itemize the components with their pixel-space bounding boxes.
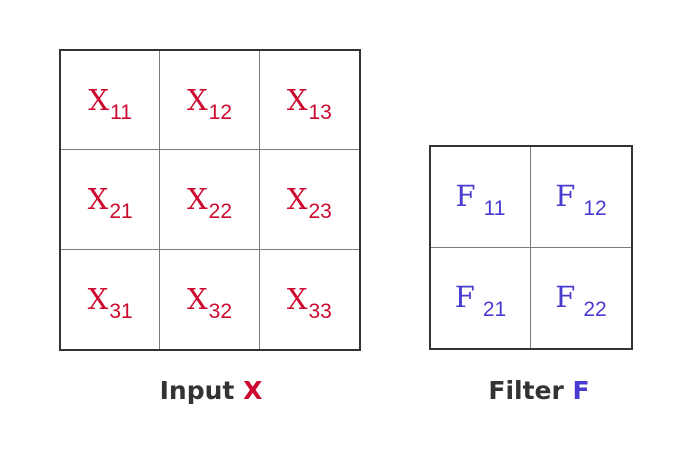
input-cell-x23: X23 [259,150,359,250]
filter-matrix: F 11 F 12 F 21 F 22 [429,145,633,350]
input-cell-symbol: X [286,281,308,316]
filter-caption-variable: F [572,376,590,405]
input-cell-x13: X13 [259,51,359,151]
input-cell-symbol: X [286,181,308,216]
input-cell-subscript: 33 [308,299,332,323]
filter-cell-symbol: F [454,280,475,315]
filter-caption: Filter F [488,376,589,405]
input-cell-x32: X32 [160,249,260,349]
input-cell-subscript: 13 [308,100,332,124]
filter-cell-symbol: F [555,280,576,315]
input-cell-subscript: 22 [208,199,232,223]
input-cell-subscript: 12 [208,100,232,124]
input-cell-x12: X12 [160,51,260,151]
input-cell-symbol: X [186,281,208,316]
input-caption: Input X [160,376,263,405]
input-cell-symbol: X [186,181,208,216]
filter-cell-f11: F 11 [431,147,531,248]
filter-cell-subscript: 22 [583,298,607,322]
filter-cell-f12: F 12 [531,147,631,248]
input-matrix: X11 X12 X13 X21 X22 X23 X31 X32 X33 [59,49,361,351]
filter-cell-subscript: 12 [583,197,607,221]
input-cell-subscript: 11 [110,100,132,124]
input-cell-subscript: 31 [109,299,133,323]
filter-cell-f22: F 22 [531,248,631,349]
input-caption-text: Input [159,376,235,405]
input-cell-subscript: 23 [308,199,332,223]
input-cell-subscript: 21 [109,199,133,223]
filter-cell-subscript: 21 [482,298,507,322]
filter-caption-text: Filter [488,376,564,405]
filter-cell-symbol: F [455,179,476,214]
filter-cell-symbol: F [555,179,576,214]
input-cell-symbol: X [87,181,109,216]
input-cell-symbol: X [186,82,208,117]
input-cell-x22: X22 [160,150,260,250]
input-cell-x21: X21 [61,150,161,250]
input-caption-variable: X [243,376,263,405]
input-cell-symbol: X [88,82,110,117]
input-cell-x33: X33 [260,250,359,349]
input-cell-x31: X31 [61,249,161,349]
input-cell-symbol: X [286,82,308,117]
filter-cell-f21: F 21 [431,247,531,348]
filter-cell-subscript: 11 [483,197,506,221]
input-cell-symbol: X [87,281,109,316]
input-cell-x11: X11 [61,51,161,151]
input-cell-subscript: 32 [208,299,232,323]
